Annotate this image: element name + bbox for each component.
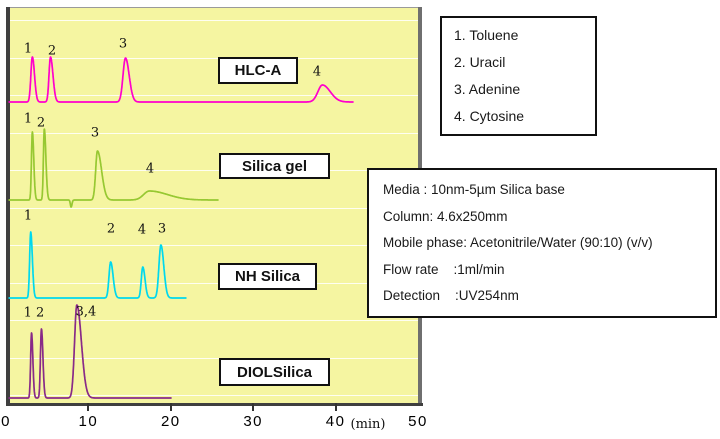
peak-label-silica-gel: 2 [36,115,46,131]
legend-item-toluene: 1. Toluene [454,27,519,43]
x-tick-label: 30 [243,413,264,430]
peak-label-diol-silica: 1 2 [23,305,45,321]
gridline [10,245,418,246]
panel-top-border [6,7,422,8]
x-tick-label: 20 [160,413,181,430]
peak-label-nh-silica: 1 [23,208,33,224]
gridline [10,132,418,134]
x-axis-unit-label: (min) [350,417,386,432]
x-tick-label: 50 [408,413,428,430]
peak-label-diol-silica: 3,4 [75,304,97,320]
conditions-line-detection: Detection :UV254nm [383,288,519,303]
conditions-box: Media : 10nm-5µm Silica base Column: 4.6… [367,168,717,318]
legend-item-cytosine: 4. Cytosine [454,108,525,124]
gridline [10,395,418,396]
conditions-line-media: Media : 10nm-5µm Silica base [383,182,565,197]
x-tick-label: 40 [325,413,346,430]
gridline [10,20,418,21]
peak-label-hlc-a: 4 [312,64,322,80]
peak-label-hlc-a: 1 [23,41,33,57]
gridline [10,320,418,321]
legend-item-adenine: 3. Adenine [454,81,521,97]
gridline [10,170,418,171]
legend-item-uracil: 2. Uracil [454,54,506,70]
series-label-diol-silica: DIOLSilica [236,363,313,381]
y-axis-line [6,7,10,406]
series-label-box-silica-gel: Silica gel [219,153,330,179]
gridline [10,95,418,96]
gridline [10,357,418,359]
series-label-box-nh-silica: NH Silica [218,263,317,290]
x-tick-mark [169,403,172,411]
conditions-line-flow-rate: Flow rate :1ml/min [383,261,505,277]
plot-area [10,8,418,403]
x-tick-mark [252,403,255,411]
peak-label-nh-silica: 3 [157,221,167,237]
gridline [10,207,418,209]
gridline [10,57,418,59]
peak-label-hlc-a: 3 [118,36,128,52]
peak-label-nh-silica: 2 [106,221,116,237]
x-axis-line [6,403,423,406]
x-tick-label: 10 [78,413,99,430]
conditions-line-mobile-phase: Mobile phase: Acetonitrile/Water (90:10)… [383,235,653,250]
series-label-nh-silica: NH Silica [234,268,301,285]
x-tick-mark [87,403,90,411]
series-label-hlc-a: HLC-A [234,62,282,79]
peak-label-nh-silica: 4 [137,222,147,238]
peak-label-silica-gel: 3 [90,125,100,141]
peak-label-silica-gel: 1 [23,111,33,127]
series-label-box-hlc-a: HLC-A [218,57,298,84]
peak-label-silica-gel: 4 [145,161,155,177]
gridline [10,282,418,284]
legend-box: 1. Toluene 2. Uracil 3. Adenine 4. Cytos… [440,16,597,136]
series-label-silica-gel: Silica gel [241,157,308,175]
peak-label-hlc-a: 2 [47,43,57,59]
series-label-box-diol-silica: DIOLSilica [219,358,330,386]
conditions-line-column: Column: 4.6x250mm [383,208,508,224]
x-tick-label: 0 [1,413,11,430]
x-tick-mark [334,403,337,411]
